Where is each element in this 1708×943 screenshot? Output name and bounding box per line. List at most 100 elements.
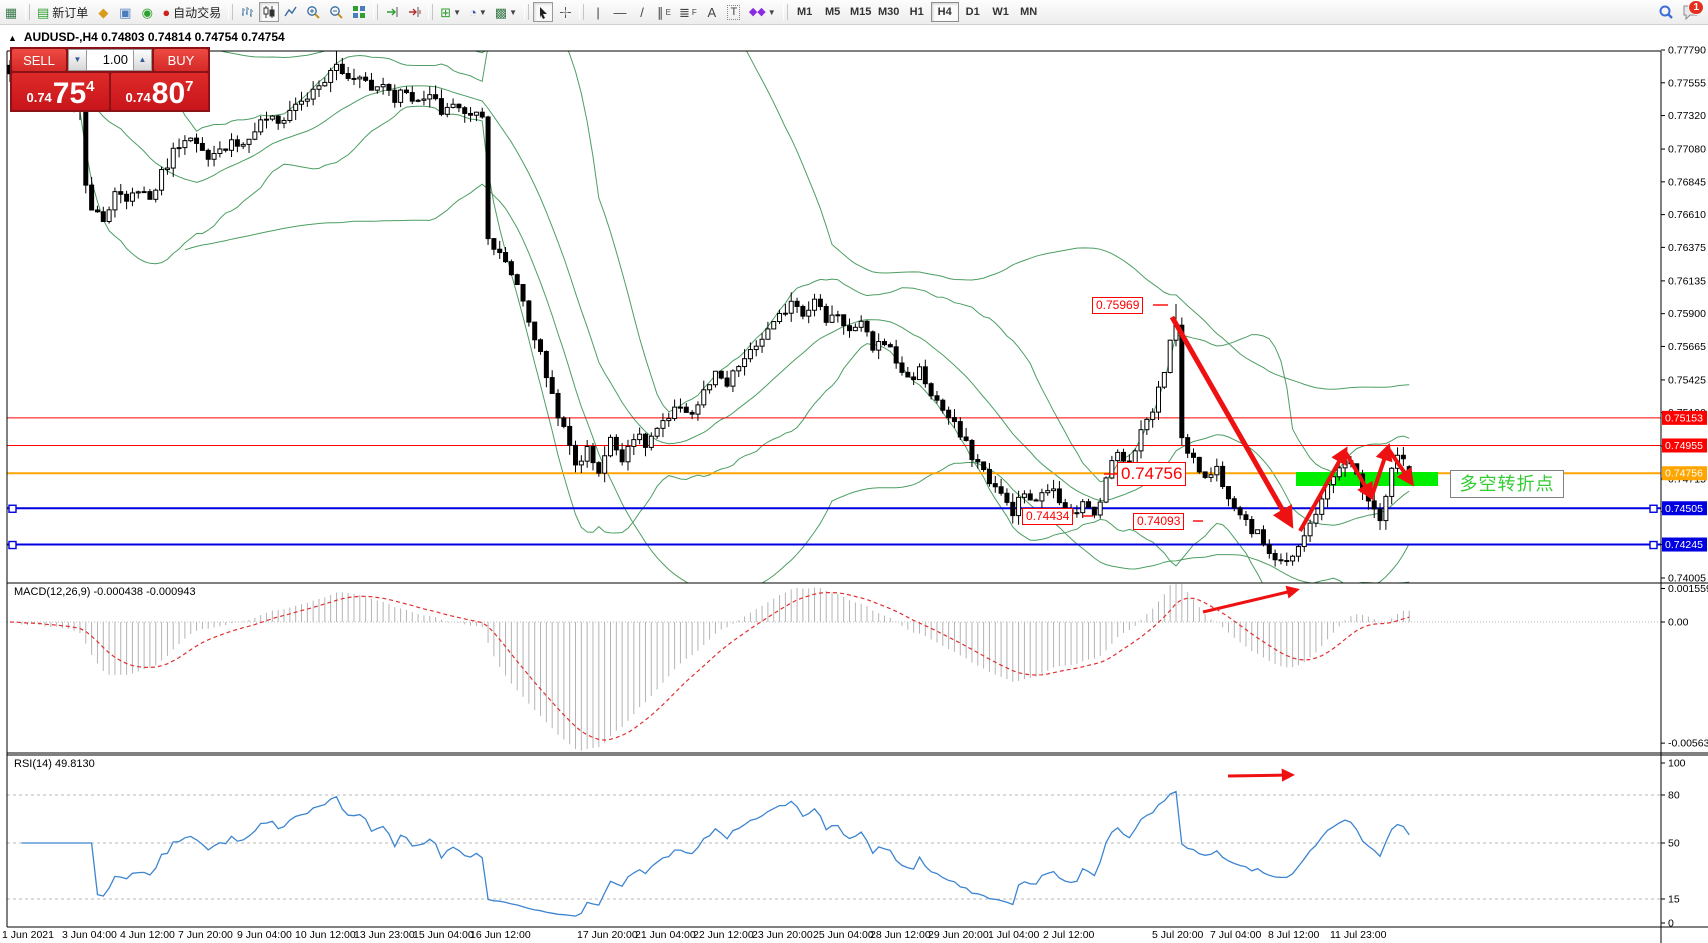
buy-price-box[interactable]: 0.74 80 7 [111,73,208,110]
timeframe-w1[interactable]: W1 [992,6,1009,18]
price-annotation-low2[interactable]: 0.74093 [1133,513,1185,530]
price-tick: 0.75425 [1668,374,1706,386]
volume-value[interactable]: 1.00 [87,49,133,71]
new-order-button[interactable]: ▤ 新订单 [34,2,91,22]
candlestick-chart-button[interactable] [259,2,280,22]
bar-chart-icon [242,7,254,17]
tile-windows-button[interactable] [349,2,369,22]
autotrade-button[interactable]: ● 自动交易 [159,2,224,22]
indicators-icon: ⊞ [440,4,452,20]
timeframe-d1[interactable]: D1 [965,6,980,18]
main-toolbar: ▦ ▤ 新订单 ◆ ▣ ◉ ● 自动交易 ⊞ ▼ ◔ ▼ ▩ ▼ | — / ∥ E ≣… [0,0,1708,25]
time-tick: 2 Jul 12:00 [1043,929,1095,941]
new-order-label: 新订单 [52,5,89,20]
note-textbox[interactable]: 多空转折点 [1450,470,1564,498]
chevron-down-icon: ▼ [767,7,776,17]
crosshair-button[interactable] [555,2,575,22]
timeframe-mn[interactable]: MN [1020,6,1038,18]
time-tick: 11 Jul 23:00 [1330,929,1387,941]
price-tick: 0.77790 [1668,45,1706,57]
timeframe-m5[interactable]: M5 [825,6,841,18]
trendline-button[interactable]: / [632,2,652,22]
buy-button[interactable]: BUY [154,49,208,71]
price-tick: 0.76135 [1668,275,1706,287]
clock-icon: ◔ [469,4,477,20]
fibonacci-icon: ≣ [679,4,690,20]
text-icon: A [707,4,717,20]
price-annotation-high[interactable]: 0.75969 [1092,297,1144,314]
trend-arrow [1387,448,1414,487]
zoom-in-button[interactable] [303,2,324,22]
volume-decrease-button[interactable]: ▼ [68,49,87,71]
text-label-icon: T [727,4,741,20]
zoom-out-button[interactable] [326,2,347,22]
sell-price-prefix: 0.74 [26,90,52,105]
channel-button[interactable]: ∥ E [654,2,674,22]
signals-button[interactable]: ◉ [137,2,157,22]
trend-arrow [1298,446,1348,532]
zoom-out-icon [330,5,343,19]
channel-e-label: E [665,7,671,17]
time-tick: 1 Jul 04:00 [988,929,1040,941]
arrows-button[interactable]: ◆◆ ▼ [746,2,779,22]
arrows-icon: ◆◆ [748,5,766,18]
macd-tick: -0.005634 [1668,738,1708,750]
periods-button[interactable]: ◔ ▼ [466,2,490,22]
time-tick: 23 Jun 20:00 [752,929,813,941]
macd-tick: 0.00 [1668,617,1689,629]
horizontal-line-icon: — [613,4,627,20]
timeframe-h4[interactable]: H4 [930,2,959,22]
timeframe-m15[interactable]: M15 [849,6,872,18]
search-button[interactable] [1655,2,1677,22]
line-chart-button[interactable] [281,2,301,22]
cursor-button[interactable] [533,2,554,22]
horizontal-line-button[interactable]: — [610,2,630,22]
price-annotation-low1[interactable]: 0.74434 [1022,508,1074,525]
time-tick: 25 Jun 04:00 [813,929,874,941]
fibonacci-button[interactable]: ≣ F [676,2,700,22]
chart-window[interactable]: 0.77790 0.77555 0.77320 0.77080 0.76845 0.766… [0,25,1708,943]
signal-icon: ◉ [141,4,153,20]
price-tick: 0.74005 [1668,573,1706,585]
price-tick: 0.77555 [1668,77,1706,89]
price-tick: 0.75665 [1668,341,1706,353]
auto-scroll-button[interactable] [382,2,402,22]
timeframe-bar: M1 M5 M15 M30 H1 H4 D1 W1 MN [791,2,1043,22]
time-tick: 13 Jun 23:00 [354,929,415,941]
vertical-line-button[interactable]: | [588,2,608,22]
sell-button[interactable]: SELL [12,49,66,71]
macd-indicator-label: MACD(12,26,9) -0.000438 -0.000943 [14,586,196,598]
timeframe-m1[interactable]: M1 [797,6,813,18]
main-pane [7,51,1661,583]
price-annotation-pivot[interactable]: 0.74756 [1117,462,1187,486]
axes: 0.77790 0.77555 0.77320 0.77080 0.76845 0.766… [2,45,1708,943]
price-line-label: 0.74505 [1665,503,1703,515]
line-handle [1649,504,1658,513]
new-chart-button[interactable]: ▦ [1,2,21,22]
bar-chart-button[interactable] [237,2,257,22]
sell-price-box[interactable]: 0.74 75 4 [12,73,109,110]
timeframe-h1[interactable]: H1 [909,6,924,18]
notifications-button[interactable]: 1 [1679,0,1704,22]
rsi-pane [7,790,1661,917]
profile-button[interactable]: ▣ [115,2,135,22]
collapse-panel-icon[interactable]: ▲ [8,33,17,43]
time-tick: 3 Jun 04:00 [62,929,117,941]
toolbar-separator [25,4,30,20]
time-tick: 17 Jun 20:00 [577,929,638,941]
time-tick: 7 Jul 04:00 [1210,929,1262,941]
chart-shift-button[interactable] [404,2,424,22]
macd-pane [7,584,1661,751]
cursor-icon [539,6,547,19]
volume-increase-button[interactable]: ▲ [133,49,152,71]
templates-button[interactable]: ▩ ▼ [492,2,520,22]
market-watch-button[interactable]: ◆ [93,2,113,22]
indicators-button[interactable]: ⊞ ▼ [437,2,464,22]
time-tick: 28 Jun 12:00 [870,929,931,941]
text-label-button[interactable]: T [724,2,744,22]
timeframe-m30[interactable]: M30 [877,6,900,18]
trendline-icon: / [640,4,644,20]
text-button[interactable]: A [702,2,722,22]
time-tick: 29 Jun 20:00 [928,929,989,941]
volume-stepper: ▼ 1.00 ▲ [68,49,152,71]
